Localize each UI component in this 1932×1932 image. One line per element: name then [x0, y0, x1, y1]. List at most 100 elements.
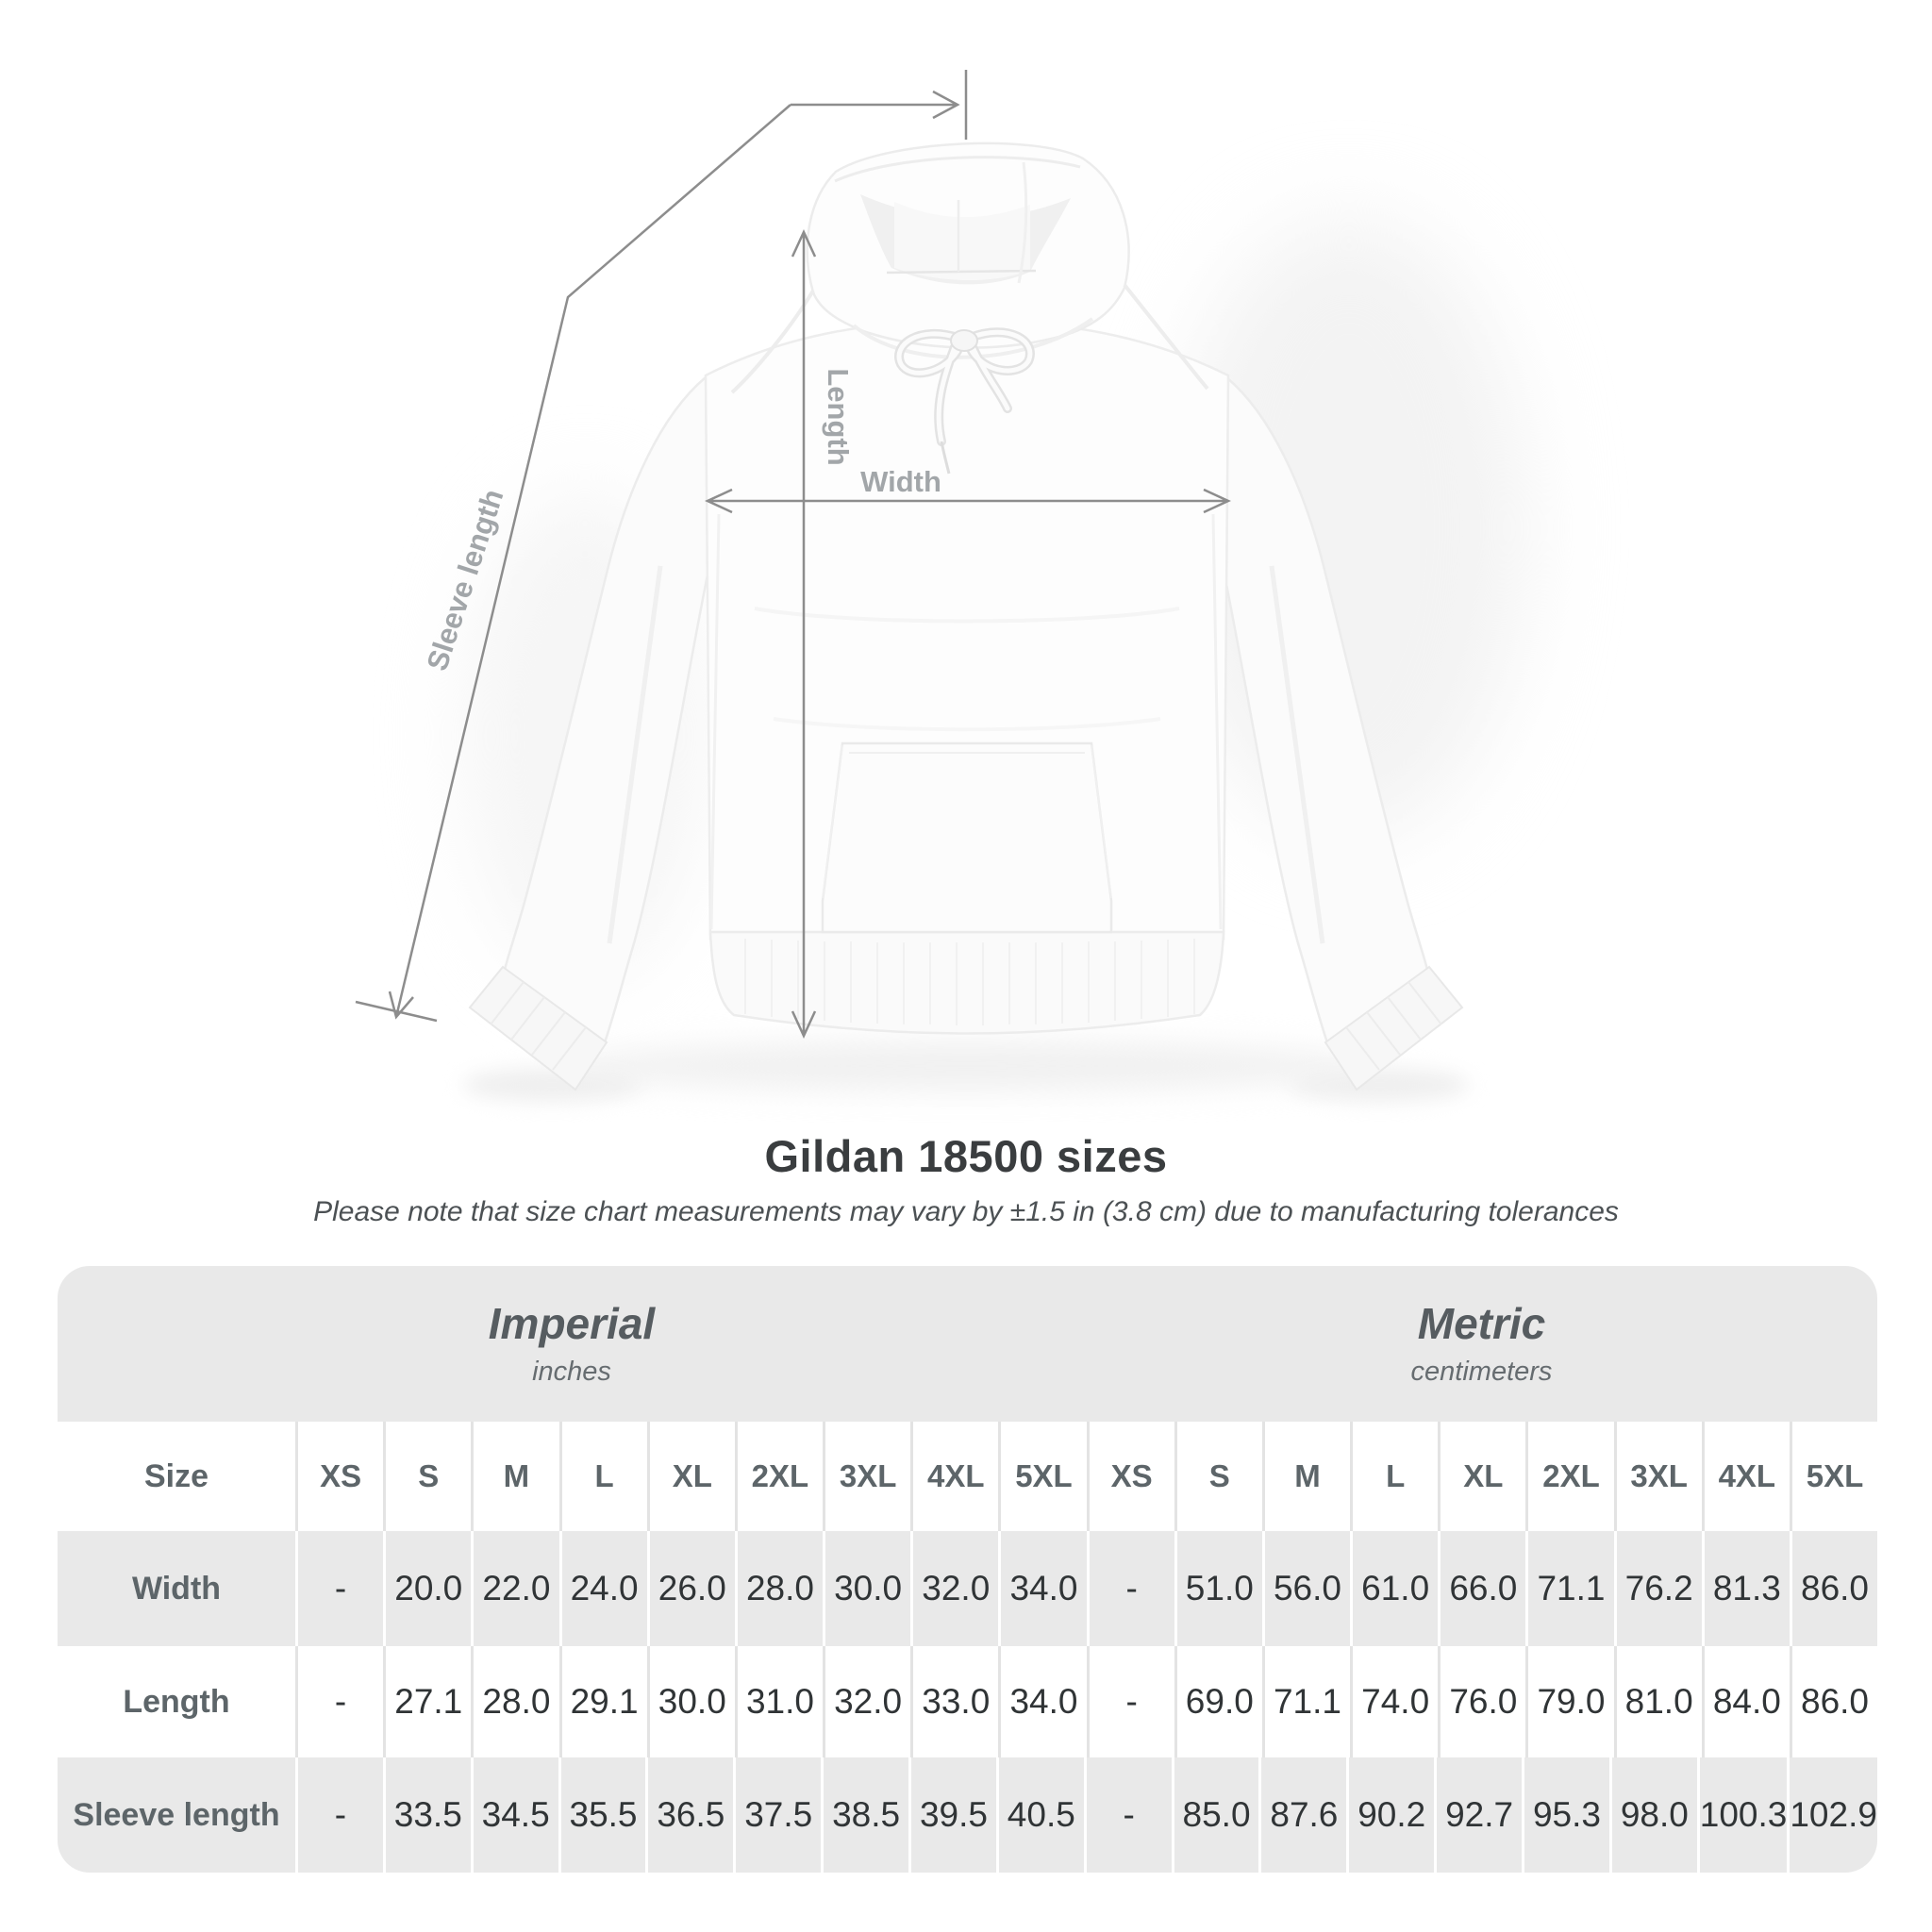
cuff-shadow: [462, 1068, 641, 1102]
measurement-lines: [355, 70, 1231, 1039]
table-row-sleeve-length: Sleeve length - 33.5 34.5 35.5 36.5 37.5…: [58, 1757, 1877, 1873]
col-header-metric-l: L: [1350, 1422, 1439, 1531]
table-cell: 74.0: [1350, 1646, 1439, 1757]
width-label: Width: [860, 465, 941, 498]
width-arrow-line: [705, 488, 1231, 514]
table-cell: 40.5: [995, 1757, 1084, 1873]
table-cell: 32.0: [910, 1531, 999, 1646]
hood-rim-seam: [834, 156, 1081, 183]
col-header-imperial-4xl: 4XL: [910, 1422, 999, 1531]
col-header-imperial-s: S: [383, 1422, 472, 1531]
table-cell: 81.3: [1701, 1531, 1790, 1646]
table-cell: 76.0: [1438, 1646, 1526, 1757]
table-cell: 71.1: [1525, 1531, 1614, 1646]
table-cell: -: [1086, 1646, 1174, 1757]
table-cell: 30.0: [823, 1531, 911, 1646]
chest-crease: [773, 717, 1161, 732]
page-title: Gildan 18500 sizes: [764, 1131, 1168, 1181]
table-cell: 61.0: [1350, 1531, 1439, 1646]
col-header-metric-m: M: [1261, 1422, 1351, 1531]
page-subtitle: Please note that size chart measurements…: [313, 1196, 1619, 1227]
row-label: Width: [58, 1531, 295, 1646]
table-cell: 28.0: [734, 1531, 824, 1646]
size-header-row: Size XS S M L XL 2XL 3XL 4XL 5XL XS S M …: [58, 1422, 1877, 1531]
table-cell: 35.5: [558, 1757, 646, 1873]
table-cell: 36.5: [645, 1757, 734, 1873]
table-cell: -: [295, 1531, 384, 1646]
table-cell: -: [295, 1757, 383, 1873]
table-cell: 71.1: [1261, 1646, 1351, 1757]
table-cell: 24.0: [558, 1531, 647, 1646]
ground-shadow: [560, 1041, 1372, 1091]
table-cell: 56.0: [1261, 1531, 1351, 1646]
col-header-metric-5xl: 5XL: [1789, 1422, 1877, 1531]
metric-group-unit: centimeters: [1410, 1356, 1553, 1387]
col-header-imperial-2xl: 2XL: [734, 1422, 824, 1531]
length-arrow-line: [791, 229, 817, 1039]
table-cell: 29.1: [558, 1646, 647, 1757]
table-cell: 95.3: [1522, 1757, 1609, 1873]
col-header-metric-4xl: 4XL: [1701, 1422, 1790, 1531]
table-cell: 38.5: [821, 1757, 909, 1873]
cuff-shadow: [1291, 1068, 1470, 1102]
table-cell: 102.9: [1787, 1757, 1877, 1873]
table-cell: 90.2: [1346, 1757, 1435, 1873]
table-cell: 30.0: [646, 1646, 735, 1757]
row-label: Sleeve length: [58, 1757, 295, 1873]
back-neck-seam: [886, 269, 1037, 275]
table-cell: 28.0: [471, 1646, 559, 1757]
sleeve-crease: [607, 565, 663, 944]
side-seams: [709, 513, 1223, 930]
table-cell: 31.0: [734, 1646, 824, 1757]
table-cell: 37.5: [733, 1757, 822, 1873]
col-header-metric-xl: XL: [1438, 1422, 1526, 1531]
right-cuff-ribs: [1345, 981, 1442, 1071]
collar-drape: [852, 317, 1094, 359]
waistband-ribs: [744, 939, 1195, 1025]
hood-inner-panel: [894, 202, 1030, 280]
table-cell: 22.0: [471, 1531, 559, 1646]
sleeve-crease: [1269, 565, 1325, 944]
row-label: Length: [58, 1646, 295, 1757]
right-cuff: [1324, 965, 1464, 1091]
table-cell: 32.0: [823, 1646, 911, 1757]
table-cell: 39.5: [908, 1757, 996, 1873]
table-cell: 34.0: [998, 1531, 1087, 1646]
col-header-imperial-m: M: [471, 1422, 559, 1531]
size-col-header: Size: [58, 1422, 295, 1531]
table-cell: 85.0: [1171, 1757, 1259, 1873]
table-cell: 69.0: [1174, 1646, 1262, 1757]
table-cell: -: [1086, 1531, 1174, 1646]
metric-group-label: Metric: [1417, 1299, 1546, 1349]
table-cell: 92.7: [1434, 1757, 1523, 1873]
sleeve-length-line: [388, 104, 791, 1020]
size-table: Imperial inches Metric centimeters Size …: [58, 1266, 1877, 1873]
table-row-length: Length - 27.1 28.0 29.1 30.0 31.0 32.0 3…: [58, 1646, 1877, 1757]
table-cell: 66.0: [1438, 1531, 1526, 1646]
kangaroo-pocket: [821, 741, 1113, 934]
table-cell: 26.0: [646, 1531, 735, 1646]
table-cell: 86.0: [1789, 1646, 1877, 1757]
table-cell: 81.0: [1613, 1646, 1702, 1757]
table-cell: 20.0: [383, 1531, 472, 1646]
imperial-group-label: Imperial: [488, 1299, 656, 1349]
col-header-imperial-xs: XS: [295, 1422, 384, 1531]
col-header-metric-2xl: 2XL: [1525, 1422, 1614, 1531]
table-cell: 34.0: [998, 1646, 1087, 1757]
table-cell: 34.5: [470, 1757, 558, 1873]
sleeve-horizontal-arrow: [791, 90, 960, 120]
col-header-imperial-xl: XL: [646, 1422, 735, 1531]
table-cell: 33.5: [382, 1757, 471, 1873]
left-cuff: [468, 965, 608, 1091]
table-cell: 33.0: [910, 1646, 999, 1757]
table-cell: 87.6: [1258, 1757, 1347, 1873]
drawstrings: [894, 327, 1035, 475]
length-label: Length: [822, 368, 855, 465]
metric-group: Metric centimeters: [1086, 1266, 1877, 1422]
shoulder-drape-creases: [730, 283, 1209, 394]
hoodie-measurement-diagram: Length Width Sleeve length: [355, 70, 1528, 1102]
chest-crease: [754, 607, 1180, 624]
table-cell: 98.0: [1608, 1757, 1697, 1873]
col-header-metric-xs: XS: [1086, 1422, 1174, 1531]
